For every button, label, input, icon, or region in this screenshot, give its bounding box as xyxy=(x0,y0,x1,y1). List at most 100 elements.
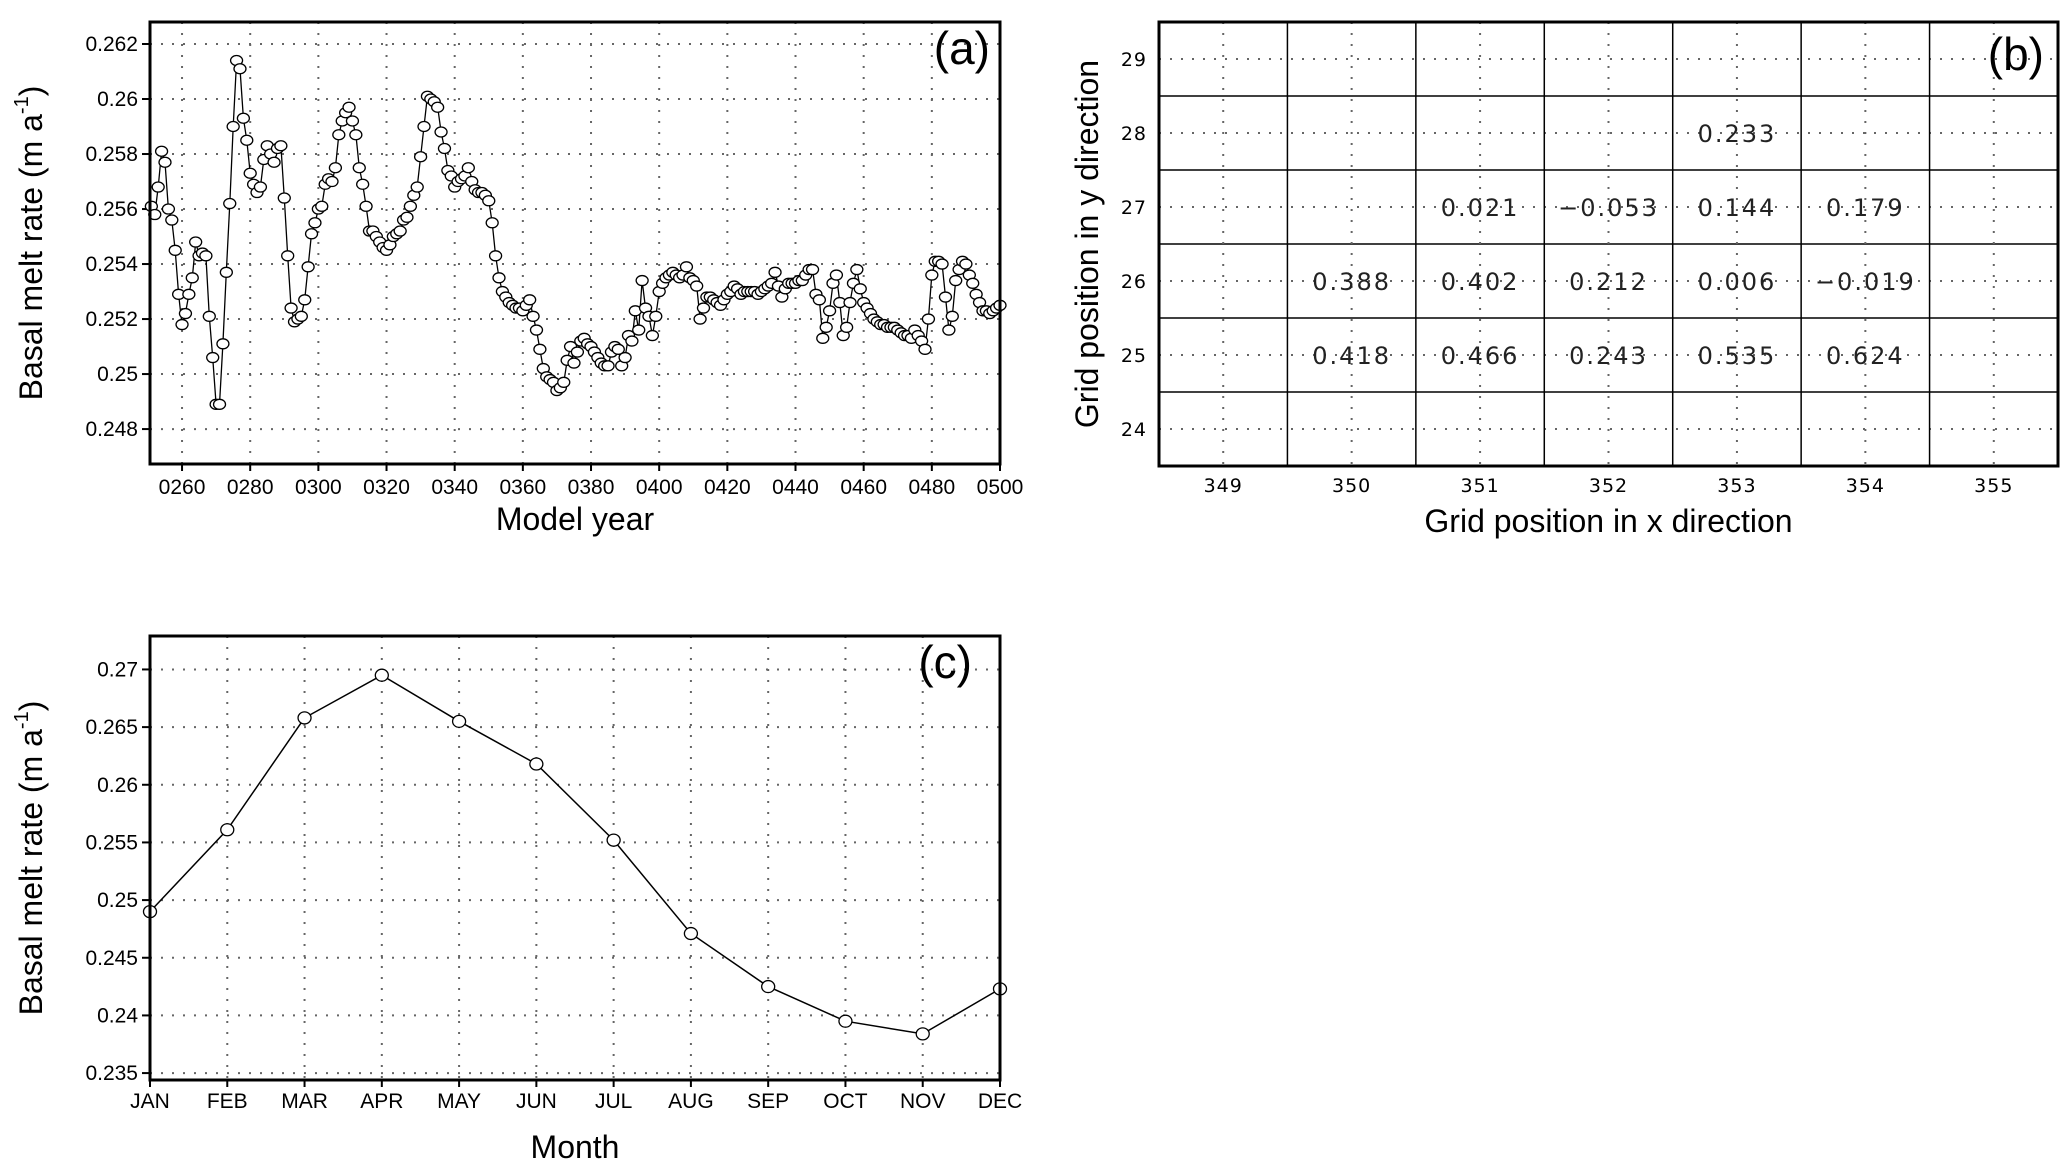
cell-value: 0.212 xyxy=(1569,268,1648,296)
data-point xyxy=(942,324,956,336)
data-point xyxy=(618,351,632,364)
data-point xyxy=(839,321,854,333)
x-axis-label: Grid position in x direction xyxy=(1424,503,1792,539)
y-tick-label: 0.26 xyxy=(97,774,138,797)
panel-label: (a) xyxy=(934,22,990,74)
panel-label: (c) xyxy=(918,636,972,688)
data-point xyxy=(690,280,704,292)
y-tick-label: 0.248 xyxy=(85,418,138,441)
data-point xyxy=(461,162,475,174)
data-point xyxy=(400,211,414,223)
data-point xyxy=(417,120,431,133)
data-point xyxy=(154,145,169,157)
data-point xyxy=(216,338,230,350)
x-tick-label: DEC xyxy=(978,1090,1022,1113)
data-point xyxy=(935,258,949,270)
data-point xyxy=(236,112,251,124)
data-point xyxy=(206,351,220,364)
data-point xyxy=(829,269,844,281)
y-tick-label: 0.26 xyxy=(97,88,138,111)
x-tick-label: 0460 xyxy=(840,476,887,499)
data-point xyxy=(298,294,312,306)
y-tick-label: 26 xyxy=(1121,271,1147,293)
data-point xyxy=(277,192,291,204)
y-tick-label: 0.255 xyxy=(85,831,138,854)
data-point xyxy=(529,324,544,336)
panel-a: 0.248 0.25 0.252 0.254 0.256 0.258 0.26 0.262 02… xyxy=(11,20,1024,537)
data-point xyxy=(301,261,315,273)
x-tick-label: 0420 xyxy=(704,476,751,499)
cell-value: 0.144 xyxy=(1698,194,1777,222)
data-point xyxy=(220,823,235,837)
x-tick-label: 0340 xyxy=(431,476,478,499)
data-point xyxy=(182,288,196,300)
data-point xyxy=(294,310,308,322)
y-tick-label: 0.25 xyxy=(97,889,138,912)
data-point xyxy=(253,181,268,193)
data-point xyxy=(308,217,322,229)
x-tick-label: AUG xyxy=(668,1090,714,1113)
data-point xyxy=(297,711,312,725)
data-point xyxy=(805,263,820,276)
data-point xyxy=(199,250,213,262)
data-point xyxy=(345,115,360,127)
x-tick-label: 355 xyxy=(1974,475,2013,497)
data-point xyxy=(632,324,646,336)
y-tick-label: 0.265 xyxy=(85,716,138,739)
data-point xyxy=(151,181,165,193)
data-point xyxy=(168,244,182,256)
data-point xyxy=(921,313,936,325)
y-axis-label-superscript: -1 xyxy=(11,96,33,114)
plot-frame xyxy=(1157,20,2060,468)
data-point xyxy=(529,757,544,771)
panel-b: 24 25 26 27 28 29 349 350 351 352 353 354 355 0.233 0.… xyxy=(1069,20,2060,539)
cell-value: 0.466 xyxy=(1441,342,1520,370)
y-tick-label: 0.254 xyxy=(85,253,138,276)
x-tick-label: 0500 xyxy=(977,476,1024,499)
data-point xyxy=(838,1014,853,1028)
x-axis-label: Model year xyxy=(496,501,655,537)
data-point xyxy=(226,120,240,133)
data-point xyxy=(959,258,973,270)
y-tick-label: 0.25 xyxy=(97,363,138,386)
x-axis-label: Month xyxy=(531,1129,620,1165)
x-tick-label: MAY xyxy=(437,1090,481,1113)
data-point xyxy=(304,228,319,240)
x-tick-label: 0320 xyxy=(363,476,410,499)
data-point xyxy=(178,307,193,320)
data-point xyxy=(761,979,776,994)
x-tick-label: 0360 xyxy=(499,476,546,499)
cell-value: 0.021 xyxy=(1441,194,1520,222)
x-tick-label: 354 xyxy=(1846,475,1885,497)
panel-label: (b) xyxy=(1988,28,2044,80)
data-point xyxy=(325,175,339,188)
y-axis-label: Grid position in y direction xyxy=(1069,60,1105,428)
data-point xyxy=(853,283,867,295)
y-axis-label: Basal melt rate (m a-1) xyxy=(11,86,49,401)
y-tick-label: 0.235 xyxy=(85,1062,138,1085)
data-point xyxy=(349,129,363,141)
x-tick-label: 0440 xyxy=(772,476,819,499)
data-point xyxy=(332,129,346,141)
x-tick-label: APR xyxy=(360,1090,403,1113)
data-point xyxy=(850,263,864,276)
data-point xyxy=(393,225,407,237)
data-point xyxy=(267,156,281,168)
cell-value: 0.006 xyxy=(1698,268,1777,296)
x-tick-label: JUN xyxy=(516,1090,557,1113)
data-point xyxy=(570,346,585,358)
y-axis-label-text: Basal melt rate (m a xyxy=(13,114,49,401)
data-point xyxy=(567,357,581,369)
data-point xyxy=(611,343,625,355)
data-point xyxy=(526,310,540,322)
data-point xyxy=(175,318,189,331)
data-point xyxy=(328,162,343,174)
y-tick-label: 0.256 xyxy=(85,198,138,221)
cell-value: 0.233 xyxy=(1698,120,1777,148)
cell-value: 0.179 xyxy=(1826,194,1905,222)
data-point xyxy=(413,151,428,163)
data-point xyxy=(403,200,418,212)
data-point xyxy=(601,360,615,372)
x-tick-label: 352 xyxy=(1589,475,1628,497)
